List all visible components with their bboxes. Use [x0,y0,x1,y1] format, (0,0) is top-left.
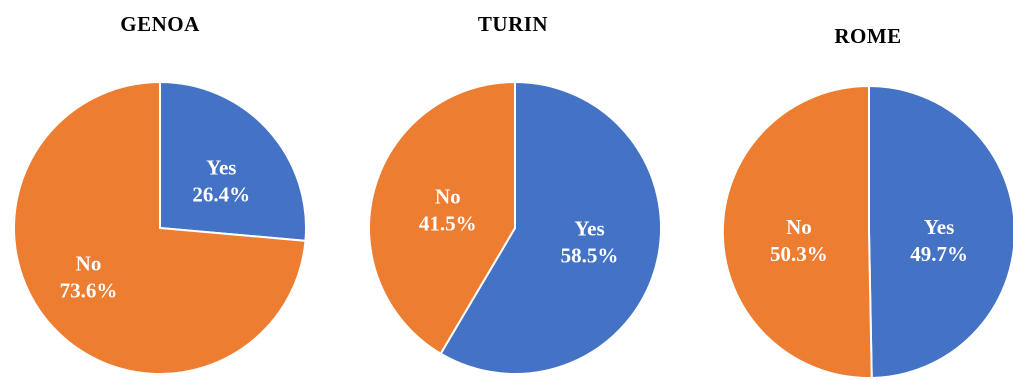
slice-category-label: No [435,185,461,209]
pie-slice-no [721,84,873,379]
slice-category-label: Yes [924,215,954,239]
slice-percent-label: 58.5% [561,244,619,268]
pie-slice-yes [868,84,1013,379]
chart-title-turin: TURIN [477,12,549,36]
slice-category-label: No [786,215,812,239]
pie-slice-yes [159,80,307,242]
slice-percent-label: 49.7% [910,242,968,266]
slice-category-label: Yes [206,155,236,179]
slice-category-label: No [76,252,102,276]
slice-percent-label: 73.6% [60,279,118,303]
slice-percent-label: 26.4% [192,182,250,206]
pie-slice-no [368,80,516,356]
chart-title-rome: ROME [834,24,902,48]
pie-slice-yes [439,80,662,375]
chart-title-genoa: GENOA [120,12,200,36]
pie-slice-no [13,80,307,375]
slice-percent-label: 50.3% [770,242,828,266]
slice-category-label: Yes [574,217,604,241]
slice-percent-label: 41.5% [419,212,477,236]
